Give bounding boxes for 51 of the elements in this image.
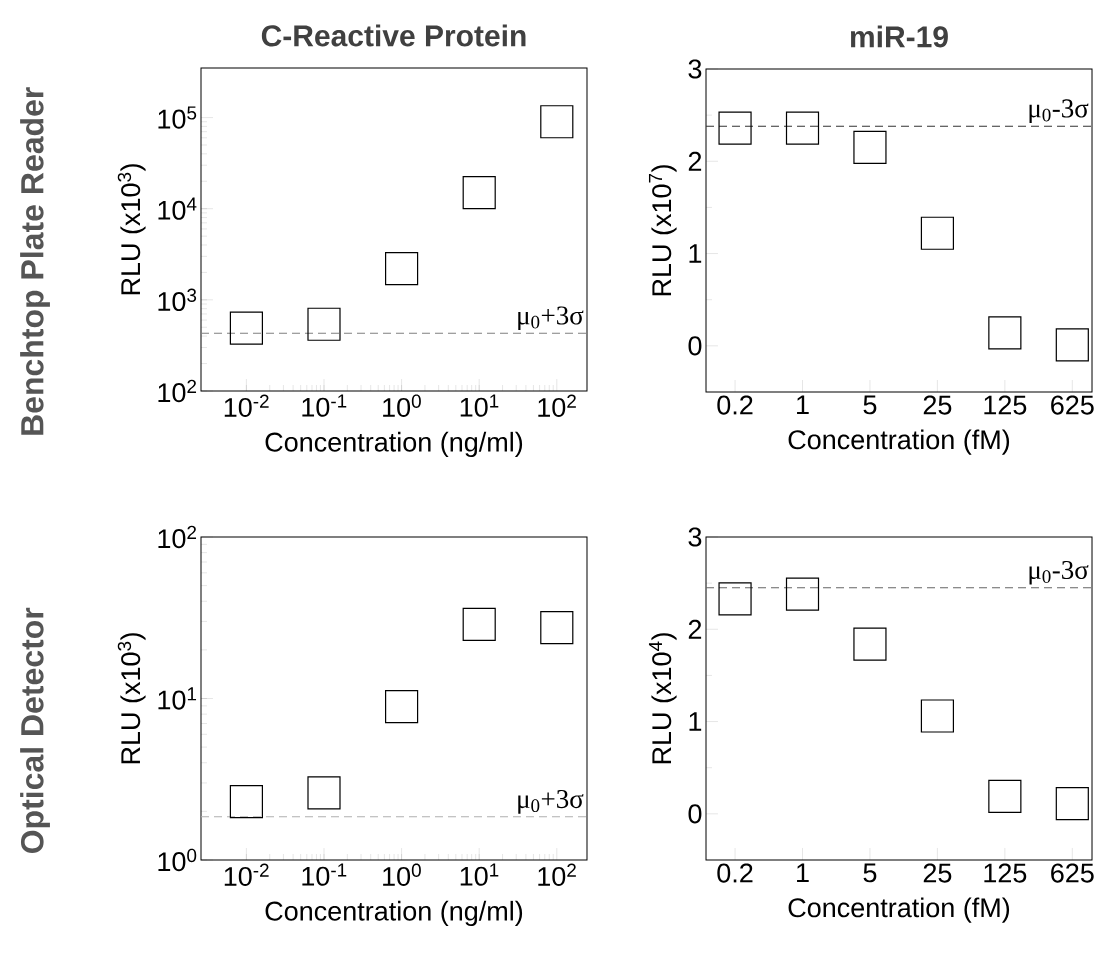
x-axis-title: Concentration (fM)	[788, 897, 1010, 923]
x-axis-title: Concentration (ng/ml)	[265, 431, 523, 458]
y-tick-label: 10$^{2}$	[158, 525, 197, 549]
y-tick-label: 10$^{3}$	[158, 288, 197, 312]
chart-title: miR-19	[850, 25, 948, 48]
y-tick-label: 0	[688, 336, 702, 356]
y-tick-label: 2	[688, 619, 702, 639]
x-tick-label: 10$^{-1}$	[302, 394, 347, 417]
ref-line-label: μ$_{0}$+3σ	[518, 789, 584, 814]
x-tick-label: 10$^{-2}$	[224, 394, 269, 418]
x-tick-label: 10$^{0}$	[383, 394, 421, 418]
y-axis-title: RLU (x10$^{7}$)	[648, 165, 677, 296]
y-tick-label: 1	[689, 712, 702, 731]
x-tick-label: 125	[984, 863, 1027, 883]
y-tick-label: 0	[688, 804, 702, 824]
ref-line-label: μ$_{0}$-3σ	[1029, 560, 1089, 585]
x-tick-label: 625	[1051, 863, 1094, 883]
x-tick-label: 625	[1051, 395, 1094, 415]
x-tick-label: 10$^{1}$	[460, 394, 499, 417]
y-tick-label: 10$^{5}$	[158, 106, 197, 129]
x-tick-label: 25	[923, 395, 952, 415]
x-tick-label: 25	[923, 863, 952, 883]
y-axis-title: RLU (x10$^{4}$)	[648, 633, 677, 764]
x-tick-label: 10$^{-1}$	[302, 863, 347, 886]
x-tick-label: 10$^{2}$	[538, 863, 576, 887]
x-tick-label: 10$^{2}$	[538, 394, 576, 418]
x-tick-label: 10$^{-2}$	[224, 863, 269, 887]
x-tick-label: 10$^{0}$	[383, 863, 421, 887]
y-axis-title: RLU (x10$^{3}$)	[117, 164, 146, 295]
x-axis-title: Concentration (ng/ml)	[265, 900, 523, 927]
text: Optical Detector	[20, 607, 50, 854]
y-axis-title: RLU (x10$^{3}$)	[117, 633, 146, 764]
y-tick-label: 3	[688, 59, 702, 79]
x-tick-label: 0.2	[717, 395, 753, 415]
ref-line-label: μ$_{0}$-3σ	[1029, 99, 1089, 123]
x-tick-label: 125	[984, 395, 1027, 415]
text: Benchtop Plate Reader	[20, 87, 50, 435]
y-tick-label: 10$^{4}$	[158, 197, 197, 220]
x-tick-label: 10$^{1}$	[460, 863, 499, 886]
x-tick-label: 5	[863, 395, 877, 415]
x-tick-label: 5	[863, 863, 877, 883]
chart-title: C-Reactive Protein	[261, 24, 526, 47]
x-axis-title: Concentration (fM)	[788, 429, 1010, 455]
y-tick-label: 2	[688, 151, 702, 171]
y-tick-label: 10$^{1}$	[158, 687, 197, 710]
y-tick-label: 3	[688, 527, 702, 547]
x-tick-label: 1	[797, 863, 809, 883]
ref-line-label: μ$_{0}$+3σ	[518, 306, 584, 331]
x-tick-label: 0.2	[717, 863, 753, 883]
x-tick-label: 1	[797, 395, 809, 415]
y-tick-label: 1	[689, 244, 702, 263]
